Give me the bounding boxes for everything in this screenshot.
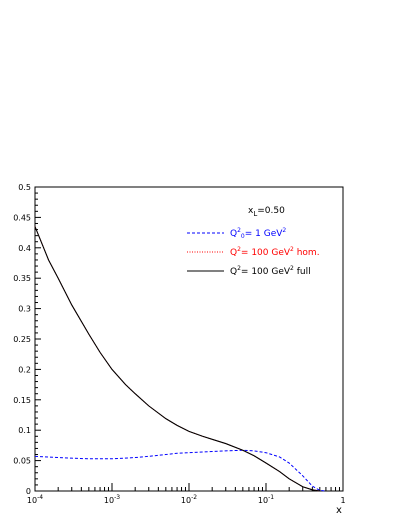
- legend-label-3: Q2= 100 GeV2 full: [230, 265, 311, 277]
- x-tick-label: 1: [340, 496, 345, 505]
- x-axis: 10-4 10-3 10-2 10-1 1: [27, 483, 346, 505]
- y-tick-label: 0: [26, 487, 31, 496]
- y-axis: 0 0.05 0.1 0.15 0.2 0.25 0.3 0.35 0.4 0.45 0.5: [13, 183, 41, 496]
- y-tick-label: 0.5: [18, 183, 31, 192]
- y-tick-label: 0.45: [13, 213, 31, 222]
- annotation-xl: xL=0.50: [248, 206, 285, 218]
- x-tick-label: 10-3: [104, 494, 120, 505]
- x-axis-label: x: [336, 505, 342, 516]
- y-tick-label: 0.4: [18, 244, 31, 253]
- y-tick-label: 0.3: [18, 305, 31, 314]
- legend: Q20= 1 GeV2 Q2= 100 GeV2 hom. Q2= 100 GeV2…: [187, 227, 320, 277]
- x-tick-label: 10-4: [27, 494, 43, 505]
- y-tick-label: 0.1: [18, 426, 31, 435]
- series-line-3: [34, 226, 320, 492]
- series-line-1: [34, 449, 326, 492]
- x-tick-label: 10-1: [258, 494, 274, 505]
- y-tick-label: 0.2: [18, 365, 31, 374]
- y-tick-label: 0.05: [13, 457, 31, 466]
- series-layer: [34, 226, 326, 492]
- x-tick-label: 10-2: [181, 494, 197, 505]
- y-tick-label: 0.35: [13, 274, 31, 283]
- y-tick-label: 0.15: [13, 396, 31, 405]
- y-tick-label: 0.25: [13, 335, 31, 344]
- legend-label-1: Q20= 1 GeV2: [230, 227, 286, 240]
- legend-label-2: Q2= 100 GeV2 hom.: [230, 246, 320, 258]
